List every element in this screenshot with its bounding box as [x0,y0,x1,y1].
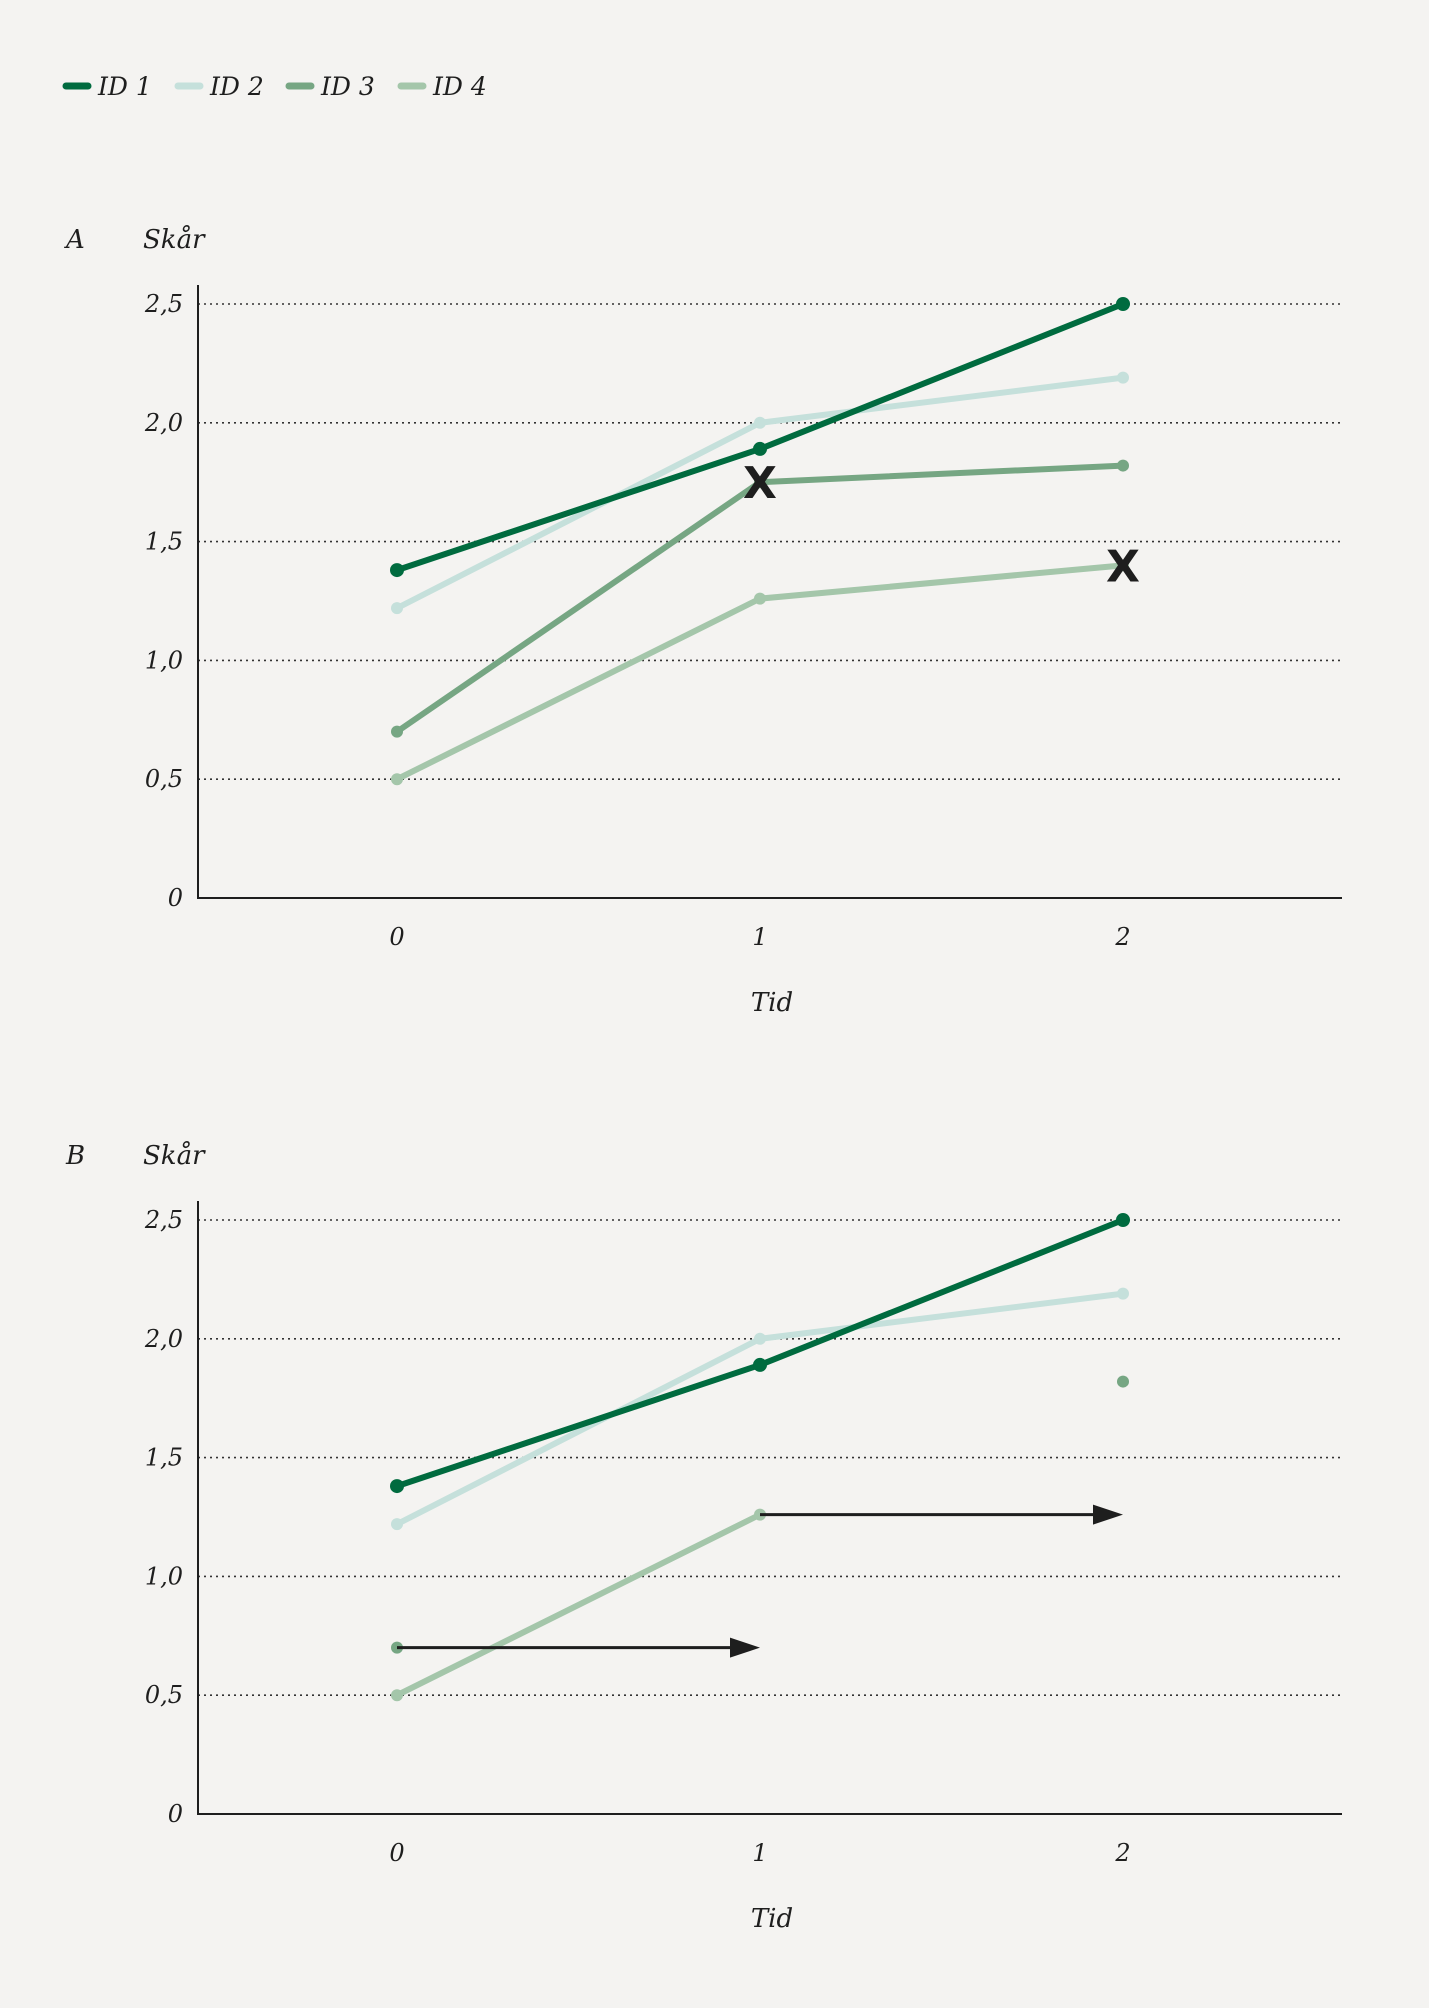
x-tick-label: 1 [752,1839,767,1867]
arrow [760,1504,1123,1525]
series-line [394,595,763,783]
data-point [391,725,403,738]
data-point [754,416,766,429]
series-line [394,445,763,574]
panel-b: B Skår 0 0,5 1,0 1,5 2,0 2,5 0 1 2 Tid [65,1140,1342,1934]
series-id-4 [391,1508,766,1702]
data-point [753,1357,767,1372]
series-id-1 [390,1213,1130,1494]
x-tick-label: 0 [389,923,404,951]
series-line [757,562,1126,602]
series-id-2 [391,371,1129,615]
series-line [757,462,1126,486]
series-line [394,419,763,612]
data-point [390,1479,404,1494]
data-point [754,1332,766,1345]
x-tick-label: 0 [389,1839,404,1867]
data-point [1117,559,1129,572]
data-point [391,1518,403,1531]
y-tick-label: 2,0 [144,409,183,437]
legend-label: ID 3 [320,72,375,101]
y-tick-label: 1,5 [145,1444,183,1472]
data-point [1117,1287,1129,1300]
x-tick-label: 2 [1114,1839,1130,1867]
legend-item: ID 2 [174,72,264,101]
arrow-head [730,1637,760,1658]
y-tick-label: 2,0 [144,1325,183,1353]
data-point [754,476,766,489]
series-id-1 [390,297,1130,578]
legend-item: ID 1 [62,72,152,101]
legend-item: ID 3 [285,72,375,101]
series-line [394,479,763,735]
y-tick-label: 2,5 [144,1206,183,1234]
y-tick-label: 0 [168,1800,183,1828]
x-tick-label: 2 [1114,923,1130,951]
y-tick-label: 0,5 [145,1681,183,1709]
legend-label: ID 1 [97,72,152,101]
series-line [394,1361,763,1490]
data-point [391,773,403,786]
data-point [754,592,766,605]
series-line [757,1217,1126,1368]
y-tick-label: 1,5 [145,528,183,556]
series-id-3 [391,459,1129,738]
series-line [757,1290,1126,1342]
y-axis-title: Skår [143,1140,206,1171]
y-tick-label: 1,0 [145,646,183,674]
legend-item: ID 4 [397,72,487,101]
annotation-x-mark: X [743,458,777,509]
data-point [753,441,767,456]
data-point [391,602,403,615]
y-tick-label: 1,0 [145,1562,183,1590]
series-id-4 [391,559,1129,786]
panel-label: B [65,1141,85,1171]
x-tick-label: 1 [752,923,767,951]
y-axis-title: Skår [143,224,206,255]
legend: ID 1 ID 2 ID 3 ID 4 [62,72,487,101]
series-line [394,1511,763,1699]
series-line [394,1335,763,1528]
data-point [390,563,404,578]
arrow-head [1093,1504,1123,1525]
panel-a: A Skår 0 0,5 1,0 1,5 2,0 2,5 0 1 2 Tid X X [64,224,1342,1018]
data-point [391,1689,403,1702]
data-point [1117,1375,1129,1388]
y-tick-label: 0,5 [145,765,183,793]
annotation-x-mark: X [1106,541,1140,592]
arrow [397,1637,760,1658]
data-point [1117,459,1129,472]
data-point [1116,1213,1130,1227]
panel-label: A [64,225,85,255]
y-tick-label: 2,5 [144,290,183,318]
x-axis-title: Tid [751,988,793,1018]
legend-label: ID 4 [432,72,487,101]
x-axis-title: Tid [751,1904,793,1934]
series-line [757,374,1126,426]
data-point [1116,297,1130,311]
data-point [1117,371,1129,384]
series-line [757,301,1126,452]
series-id-2 [391,1287,1129,1531]
legend-label: ID 2 [209,72,264,101]
y-tick-label: 0 [168,884,183,912]
